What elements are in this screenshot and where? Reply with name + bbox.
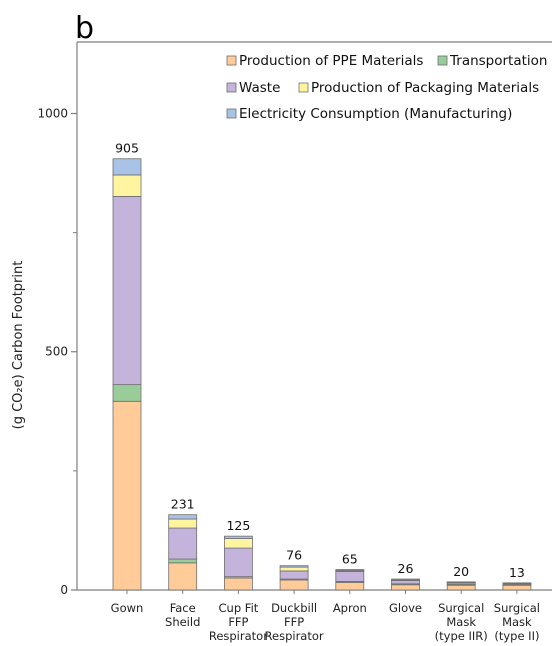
- x-tick-label: Duckbill FFP Respirator: [265, 601, 324, 643]
- x-tick-label-line: Surgical: [438, 601, 484, 615]
- panel-label: b: [75, 11, 94, 46]
- bar-segment: [168, 527, 198, 560]
- bar-segment: [391, 584, 420, 591]
- x-tick-label-line: Cup Fit: [219, 601, 259, 615]
- x-tick-label-line: Glove: [389, 601, 422, 615]
- bar-segment: [168, 562, 198, 591]
- x-tick-label-line: FFP: [284, 615, 304, 629]
- bar-total-label: 905: [115, 141, 139, 156]
- bar-total-labels: 905 231 125 76 65 26 20 13: [115, 141, 525, 580]
- bar-segment: [223, 577, 253, 591]
- bar-total-label: 13: [509, 565, 525, 580]
- x-tick-label-line: Duckbill: [271, 601, 317, 615]
- bar-segment: [168, 514, 198, 520]
- bar-total-label: 76: [286, 548, 302, 563]
- bar-total-label: 26: [398, 561, 414, 576]
- x-tick-label: Face Sheild: [165, 601, 200, 629]
- legend-label: Production of PPE Materials: [239, 53, 423, 69]
- x-tick-label-line: Sheild: [165, 615, 200, 629]
- bar-total-label: 125: [226, 518, 250, 533]
- x-tick-label-line: FFP: [228, 615, 248, 629]
- bar-segment: [279, 579, 309, 591]
- bar-segment: [168, 518, 198, 529]
- bar-segment: [335, 569, 365, 571]
- x-tick-label: Cup Fit FFP Respirator: [209, 601, 268, 643]
- legend-swatch: [226, 82, 237, 93]
- bar-segment: [335, 581, 365, 591]
- x-tick-label-line: Respirator: [265, 629, 324, 643]
- bar-total-label: 231: [171, 497, 195, 512]
- bar-segment: [112, 174, 142, 197]
- bar-segment: [112, 400, 142, 591]
- x-tick-label: Surgical Mask (type IIR): [435, 601, 488, 643]
- x-tick-label: Apron: [333, 601, 367, 615]
- y-tick-label: 500: [45, 345, 68, 359]
- bar-segment: [502, 584, 532, 591]
- x-tick-label: Glove: [389, 601, 422, 615]
- axes: 0 500 1000: [37, 41, 552, 597]
- bar-segment: [112, 158, 142, 176]
- bar-segment: [279, 570, 309, 580]
- bar-segment: [279, 566, 309, 572]
- x-tick-label-line: Mask: [502, 615, 532, 629]
- legend-swatch: [226, 55, 237, 66]
- x-tick-label-line: Apron: [333, 601, 367, 615]
- legend-label: Production of Packaging Materials: [311, 80, 539, 96]
- legend-label: Electricity Consumption (Manufacturing): [239, 106, 512, 122]
- x-tick-label-line: Respirator: [209, 629, 268, 643]
- x-tick-label-line: Gown: [111, 601, 144, 615]
- y-axis-label: (g CO₂e) Carbon Footprint: [11, 261, 26, 430]
- legend-swatch: [437, 55, 448, 66]
- legend-label: Transportation: [449, 53, 547, 69]
- bar-segment: [391, 580, 420, 585]
- x-tick-label-line: (type II): [494, 629, 539, 643]
- bar-segment: [391, 578, 420, 581]
- bar-total-label: 65: [342, 552, 358, 567]
- x-tick-label-line: Surgical: [494, 601, 540, 615]
- legend: Production of PPE Materials Transportatio…: [226, 53, 547, 122]
- bar-segment: [223, 538, 253, 549]
- bar-segment: [223, 535, 253, 539]
- legend-label: Waste: [239, 80, 280, 96]
- bar-segment: [446, 584, 476, 591]
- bars: [112, 158, 532, 591]
- bar-segment: [168, 558, 198, 564]
- bar-segment: [112, 195, 142, 386]
- x-tick-label-line: (type IIR): [435, 629, 488, 643]
- y-tick-label: 0: [60, 583, 68, 597]
- x-tick-label: Surgical Mask (type II): [494, 601, 540, 643]
- bar-segment: [112, 384, 142, 402]
- x-tick-label-line: Mask: [446, 615, 476, 629]
- y-tick-label: 1000: [37, 106, 68, 120]
- bar-segment: [223, 547, 253, 578]
- legend-swatch: [298, 82, 309, 93]
- x-tick-label-line: Face: [170, 601, 196, 615]
- bar-segment: [335, 571, 365, 582]
- bar-segment: [279, 565, 309, 568]
- x-tick-label: Gown: [111, 601, 144, 615]
- legend-swatch: [226, 108, 237, 119]
- bar-total-label: 20: [453, 564, 469, 579]
